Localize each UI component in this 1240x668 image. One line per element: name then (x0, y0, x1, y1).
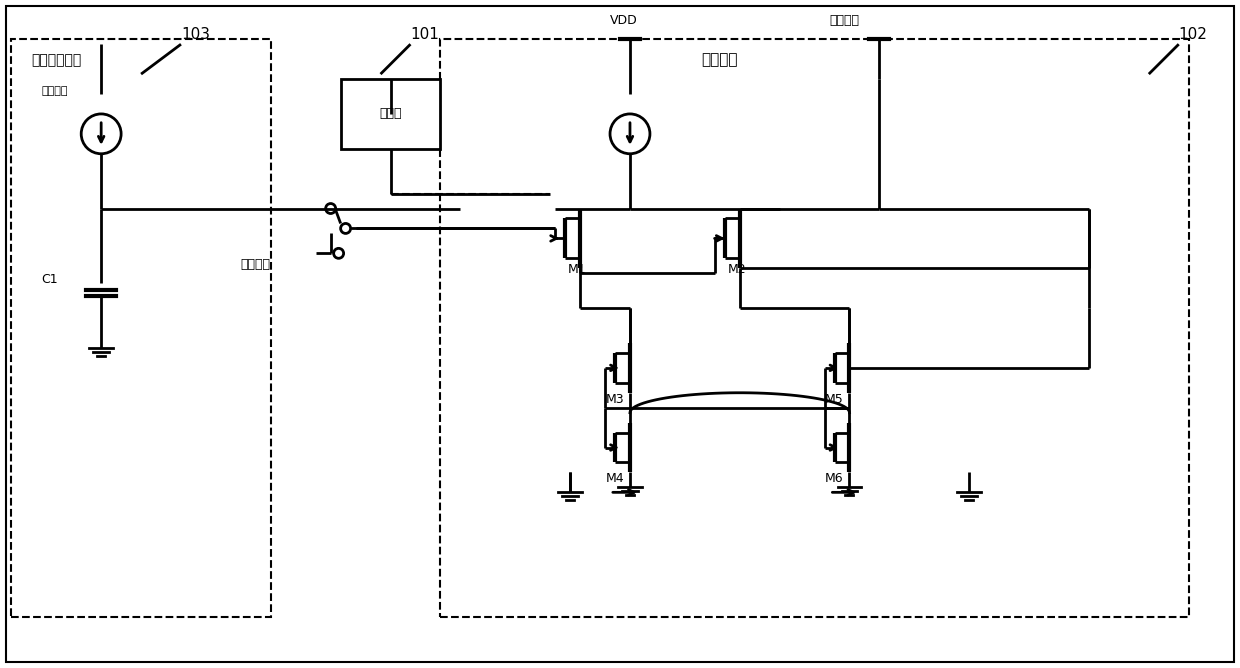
Text: M6: M6 (825, 472, 844, 486)
Text: 信号产生单元: 信号产生单元 (31, 53, 82, 67)
Text: 控制单元: 控制单元 (702, 52, 738, 67)
Text: 参考电流: 参考电流 (41, 86, 68, 96)
Text: 101: 101 (410, 27, 439, 42)
Text: 103: 103 (181, 27, 210, 42)
Bar (440, 39, 1189, 617)
Text: 定时器: 定时器 (379, 108, 402, 120)
Bar (11, 39, 270, 617)
Text: M4: M4 (605, 472, 624, 486)
Text: VDD: VDD (610, 14, 637, 27)
Text: 固定电压: 固定电压 (241, 259, 270, 271)
Bar (341, 79, 440, 149)
Text: M2: M2 (728, 263, 746, 277)
Text: M3: M3 (605, 393, 624, 405)
Text: M1: M1 (568, 263, 587, 277)
Text: M5: M5 (825, 393, 844, 405)
Text: 第一电压: 第一电压 (830, 14, 859, 27)
Text: 102: 102 (1179, 27, 1208, 42)
Text: C1: C1 (41, 273, 58, 286)
